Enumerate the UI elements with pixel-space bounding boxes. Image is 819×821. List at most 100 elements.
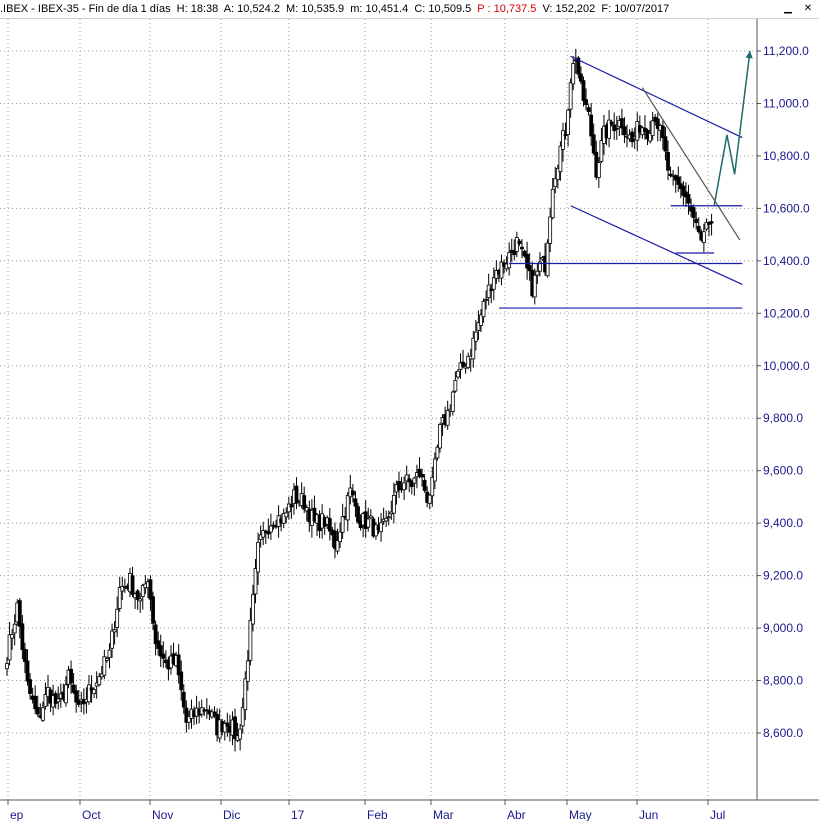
candle-body xyxy=(184,707,189,723)
candle-body xyxy=(643,127,647,132)
short-trendline xyxy=(641,87,741,241)
candle-body xyxy=(148,579,153,600)
candle-body xyxy=(333,530,337,549)
candle-body xyxy=(64,684,68,704)
candle-body xyxy=(289,504,294,508)
candle-body xyxy=(271,524,276,527)
candle-body xyxy=(545,242,550,277)
candle-body xyxy=(110,630,114,649)
candle-body xyxy=(225,722,230,727)
candle-body xyxy=(71,684,76,693)
candle-body xyxy=(650,120,655,136)
candle-body xyxy=(107,649,112,658)
candle-body xyxy=(522,250,527,257)
candle-body xyxy=(130,575,135,595)
candle-body xyxy=(676,176,681,185)
candle-body xyxy=(105,658,109,661)
max-value: M: 10,535.9 xyxy=(286,3,345,15)
candle-body xyxy=(586,107,591,112)
candle-body xyxy=(350,490,355,496)
candle-body xyxy=(681,185,686,196)
candle-body xyxy=(222,723,227,733)
candle-body xyxy=(384,517,389,522)
candle-body xyxy=(286,503,291,513)
candle-body xyxy=(512,250,517,256)
candle-body xyxy=(614,127,619,130)
candle-body xyxy=(579,73,583,82)
open-value: A: 10,524.2 xyxy=(223,3,280,15)
candle-body xyxy=(338,531,342,543)
candle-body xyxy=(391,494,396,514)
candle-body xyxy=(340,516,345,533)
close-icon[interactable]: ✕ xyxy=(803,3,813,14)
price-tick-label: 8,600.0 xyxy=(763,726,803,740)
candle-body xyxy=(253,568,258,595)
candle-body xyxy=(10,634,15,639)
candle-body xyxy=(514,237,519,252)
candle-body xyxy=(450,391,455,412)
candle-body xyxy=(584,99,588,106)
candle-body xyxy=(453,380,458,392)
candle-body xyxy=(484,298,489,301)
date-tick-label: ep xyxy=(10,808,24,821)
date-tick-label: Nov xyxy=(152,808,173,821)
volume-value: V: 152,202 xyxy=(542,3,596,15)
candle-body xyxy=(591,134,596,154)
price-tick-label: 10,800.0 xyxy=(763,149,810,163)
candle-body xyxy=(248,619,253,661)
candle-body xyxy=(466,355,471,369)
candle-body xyxy=(284,512,289,518)
date-tick-label: Dic xyxy=(223,808,240,821)
candle-body xyxy=(112,629,117,633)
price-tick-label: 9,000.0 xyxy=(763,621,803,635)
candle-body xyxy=(204,709,209,712)
close-value: C: 10,509.5 xyxy=(414,3,472,15)
candle-body xyxy=(353,498,358,507)
date-axis: ep Oct Nov Dic 17 Feb Mar Abr May Jun Jul xyxy=(7,800,725,821)
candle-body xyxy=(499,261,504,279)
candle-body xyxy=(281,513,286,524)
candle-body xyxy=(576,57,581,75)
candle-body xyxy=(76,700,81,705)
candle-body xyxy=(404,474,409,482)
candle-body xyxy=(548,216,553,244)
date-tick-label: Jun xyxy=(639,808,658,821)
candle-body xyxy=(438,424,442,449)
candle-body xyxy=(386,516,391,519)
candle-body xyxy=(479,314,483,326)
candle-body xyxy=(430,477,435,497)
date-tick-label: Mar xyxy=(433,808,454,821)
candle-body xyxy=(158,645,163,657)
candle-body xyxy=(181,691,186,708)
candle-body xyxy=(138,598,143,602)
candle-body xyxy=(456,370,460,378)
candle-body xyxy=(33,695,38,710)
candle-body xyxy=(535,270,540,276)
plot-area xyxy=(0,19,757,800)
symbol-label: .IBEX - IBEX-35 - Fin de día 1 días xyxy=(0,3,171,15)
candle-body xyxy=(553,178,558,188)
window-controls: ▁ ✕ xyxy=(781,2,815,15)
candle-body xyxy=(473,331,478,342)
candle-body xyxy=(622,126,627,136)
candle-body xyxy=(20,623,25,650)
candle-body xyxy=(327,518,332,532)
candle-body xyxy=(666,151,670,171)
candle-body xyxy=(379,522,383,533)
min-value: m: 10,451.4 xyxy=(350,3,409,15)
candle-body xyxy=(599,140,604,162)
candle-body xyxy=(53,693,58,704)
date-tick-label: Jul xyxy=(710,808,725,821)
candle-body xyxy=(407,478,412,483)
candle-body xyxy=(74,690,79,703)
candle-body xyxy=(268,525,273,533)
price-tick-label: 10,400.0 xyxy=(763,254,810,268)
candle-body xyxy=(538,261,542,272)
price-axis: 8,600.0 8,800.0 9,000.0 9,200.0 9,400.0 9,600… xyxy=(757,44,810,740)
candle-body xyxy=(571,63,576,85)
date-tick-label: Oct xyxy=(82,808,101,821)
candle-body xyxy=(563,134,568,136)
minimize-icon[interactable]: ▁ xyxy=(784,3,792,14)
price-tick-label: 11,000.0 xyxy=(763,96,809,110)
candle-body xyxy=(245,660,250,682)
